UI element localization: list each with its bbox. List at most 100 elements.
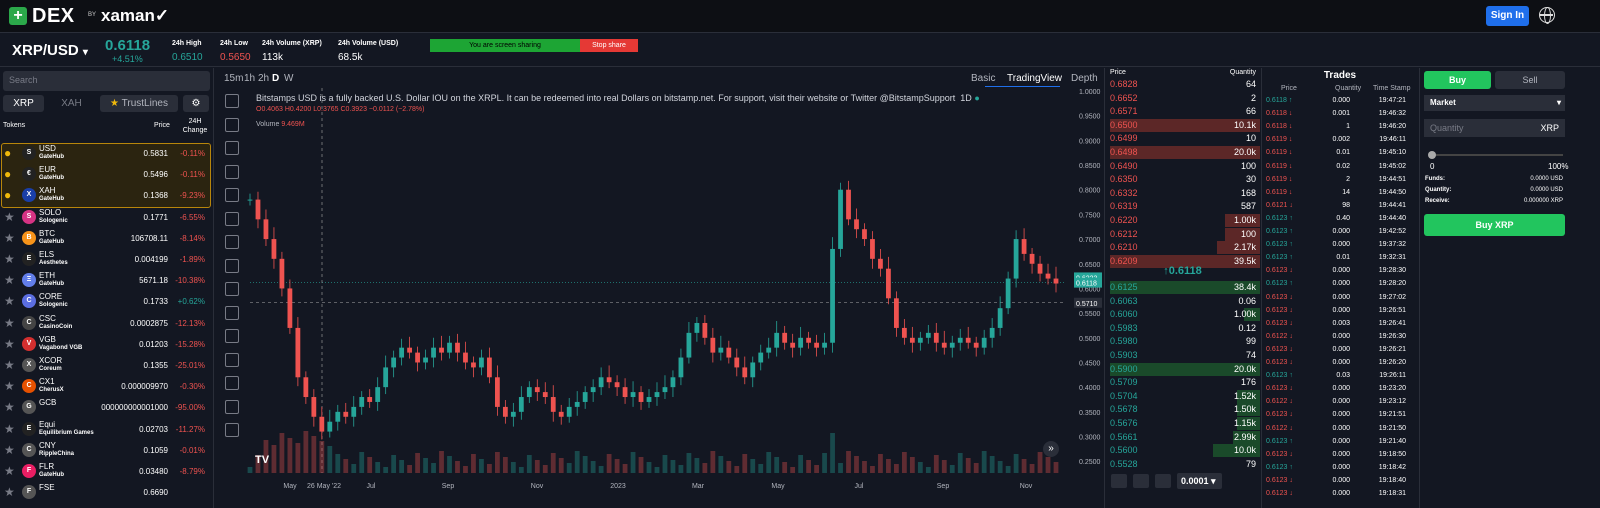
book-row[interactable]: 0.5900 20.0k <box>1105 362 1260 376</box>
star-icon[interactable]: ★ <box>4 230 15 245</box>
star-icon[interactable]: ★ <box>4 464 15 478</box>
trash-icon[interactable] <box>225 399 239 414</box>
token-row[interactable]: ★ V VGB Vagabond VGB 0.01203 -15.28% <box>0 334 213 355</box>
eye-icon[interactable] <box>225 376 239 390</box>
buy-xrp-button[interactable]: Buy XRP <box>1424 214 1565 236</box>
magnet-icon[interactable] <box>225 305 239 320</box>
book-row[interactable]: 0.6212 100 <box>1105 227 1260 241</box>
search-input[interactable]: Search <box>3 71 210 91</box>
buy-tab[interactable]: Buy <box>1424 71 1491 89</box>
book-row[interactable]: 0.6652 2 <box>1105 92 1260 105</box>
sign-in-button[interactable]: Sign In <box>1486 6 1529 26</box>
token-row[interactable]: ★ E ELS Aesthetes 0.004199 -1.89% <box>0 249 213 270</box>
star-icon[interactable]: ● <box>4 146 12 160</box>
token-row[interactable]: ★ C CX1 CherusX 0.000009970 -0.30% <box>0 376 213 397</box>
book-row[interactable]: 0.5528 79 <box>1105 458 1260 471</box>
book-view-bids-icon[interactable] <box>1133 474 1149 488</box>
interval-tab[interactable]: W <box>284 73 294 84</box>
view-tab[interactable]: Depth <box>1071 73 1098 84</box>
order-type-select[interactable]: Market ▾ <box>1424 95 1565 111</box>
logo-icon[interactable]: + <box>9 7 27 25</box>
star-icon[interactable]: ★ <box>4 379 15 394</box>
star-icon[interactable]: ● <box>4 188 12 203</box>
tab-trustlines[interactable]: ★ TrustLines <box>100 95 178 112</box>
settings-gear-icon[interactable]: ⚙ <box>183 95 209 112</box>
book-row[interactable]: 0.6500 10.1k <box>1105 118 1260 132</box>
scroll-right-icon[interactable]: » <box>1043 441 1059 457</box>
book-row[interactable]: 0.6332 168 <box>1105 187 1260 200</box>
book-row[interactable]: 0.6220 1.00k <box>1105 214 1260 227</box>
star-icon[interactable]: ★ <box>4 209 15 224</box>
amount-slider[interactable] <box>1430 154 1563 156</box>
star-icon[interactable]: ★ <box>4 358 15 372</box>
sell-tab[interactable]: Sell <box>1495 71 1565 89</box>
view-tab[interactable]: TradingView <box>1007 73 1063 84</box>
brush-icon[interactable] <box>225 164 239 179</box>
book-row[interactable]: 0.5983 0.12 <box>1105 322 1260 335</box>
book-row[interactable]: 0.6498 20.0k <box>1105 146 1260 159</box>
token-row[interactable]: ★ F FLR GateHub 0.03480 -8.79% <box>0 461 213 482</box>
interval-tab[interactable]: 1h <box>244 73 256 84</box>
interval-tab[interactable]: 15m <box>224 73 244 84</box>
star-icon[interactable]: ★ <box>4 252 15 266</box>
book-row[interactable]: 0.6571 66 <box>1105 105 1260 118</box>
book-row[interactable]: 0.6319 587 <box>1105 200 1260 213</box>
measure-icon[interactable] <box>225 235 239 249</box>
star-icon[interactable]: ● <box>4 167 12 182</box>
token-row[interactable]: ● S USD GateHub 0.5831 -0.11% <box>0 143 213 164</box>
book-row[interactable]: 0.6490 100 <box>1105 160 1260 173</box>
stop-share-button[interactable]: Stop share <box>580 39 638 52</box>
book-row[interactable]: 0.5678 1.50k <box>1105 403 1260 417</box>
token-row[interactable]: ★ E Equi Equilibrium Games 0.02703 -11.27% <box>0 419 213 440</box>
token-row[interactable]: ★ F FSE 0.6690 <box>0 482 213 503</box>
interval-tab[interactable]: D <box>272 73 280 84</box>
book-row[interactable]: 0.5709 176 <box>1105 376 1260 389</box>
token-row[interactable]: ★ C CORE Sologenic 0.1733 +0.62% <box>0 291 213 312</box>
book-row[interactable]: 0.5661 2.99k <box>1105 430 1260 444</box>
token-row[interactable]: ● € EUR GateHub 0.5496 -0.11% <box>0 164 213 185</box>
book-row[interactable]: 0.6499 10 <box>1105 132 1260 145</box>
token-row[interactable]: ★ X XCOR Coreum 0.1355 -25.01% <box>0 355 213 376</box>
book-row[interactable]: 0.5600 10.0k <box>1105 444 1260 458</box>
book-row[interactable]: 0.6210 2.17k <box>1105 241 1260 255</box>
star-icon[interactable]: ★ <box>4 400 15 415</box>
token-row[interactable]: ★ C CSC CasinoCoin 0.0002875 -12.13% <box>0 313 213 334</box>
book-row[interactable]: 0.5704 1.52k <box>1105 389 1260 403</box>
crosshair-icon[interactable] <box>225 94 239 108</box>
slider-handle[interactable] <box>1428 151 1436 159</box>
tab-xrp[interactable]: XRP <box>3 95 44 112</box>
lock-draw-icon[interactable] <box>225 329 239 343</box>
token-row[interactable]: ★ C CNY RippleChina 0.1059 -0.01% <box>0 440 213 461</box>
star-icon[interactable]: ★ <box>4 315 15 330</box>
pair-selector[interactable]: XRP/USD ▾ <box>12 42 88 59</box>
book-row[interactable]: 0.6209 39.5k <box>1105 254 1260 268</box>
book-row[interactable]: 0.6125 38.4k <box>1105 281 1260 294</box>
star-icon[interactable]: ★ <box>4 336 15 351</box>
star-icon[interactable]: ★ <box>4 485 15 500</box>
star-icon[interactable]: ★ <box>4 294 15 309</box>
token-row[interactable]: ★ S SOLO Sologenic 0.1771 -6.55% <box>0 207 213 228</box>
pattern-icon[interactable] <box>225 211 239 226</box>
book-row[interactable]: 0.5980 99 <box>1105 335 1260 348</box>
book-row[interactable]: 0.6350 30 <box>1105 173 1260 186</box>
ruler-icon[interactable] <box>225 258 239 273</box>
token-row[interactable]: ★ B BTC GateHub 106708.11 -8.14% <box>0 228 213 249</box>
book-row[interactable]: 0.5903 74 <box>1105 349 1260 362</box>
book-row[interactable]: 0.6060 1.00k <box>1105 308 1260 322</box>
precision-select[interactable]: 0.0001 ▾ <box>1177 473 1222 489</box>
book-view-both-icon[interactable] <box>1111 474 1127 488</box>
tab-xah[interactable]: XAH <box>61 98 82 109</box>
star-icon[interactable]: ★ <box>4 421 15 436</box>
book-row[interactable]: 0.5676 1.15k <box>1105 417 1260 430</box>
trendline-icon[interactable] <box>225 117 239 132</box>
zoom-icon[interactable] <box>225 282 239 296</box>
token-row[interactable]: ★ G GCB 000000000001000 -95.00% <box>0 397 213 418</box>
token-row[interactable]: ● X XAH GateHub 0.1368 -9.23% <box>0 185 213 206</box>
quantity-input[interactable]: Quantity XRP <box>1424 119 1565 137</box>
layers-icon[interactable] <box>225 423 239 437</box>
book-view-asks-icon[interactable] <box>1155 474 1171 488</box>
globe-icon[interactable] <box>1539 7 1555 24</box>
lock-icon[interactable] <box>225 352 239 367</box>
interval-tab[interactable]: 2h <box>258 73 270 84</box>
candlestick-chart[interactable]: 1.0000 0.9500 0.9000 0.8500 0.8000 0.7500 0.70… <box>246 88 1102 508</box>
